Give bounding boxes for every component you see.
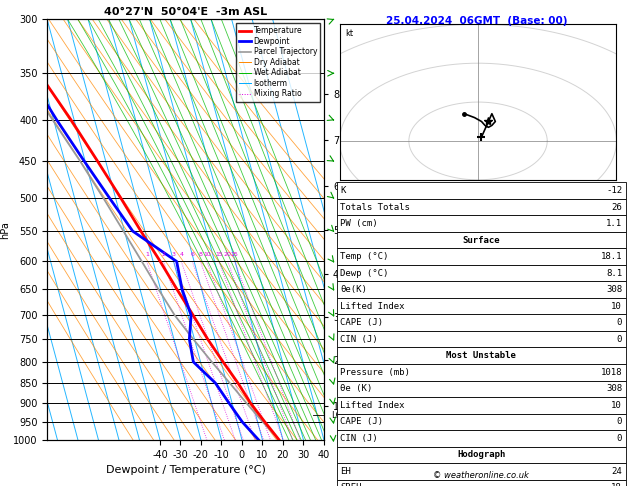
Text: CAPE (J): CAPE (J): [340, 417, 383, 426]
Text: 20: 20: [224, 252, 231, 257]
Text: 8.1: 8.1: [606, 269, 622, 278]
Text: PW (cm): PW (cm): [340, 219, 378, 228]
X-axis label: Dewpoint / Temperature (°C): Dewpoint / Temperature (°C): [106, 465, 265, 475]
Text: CAPE (J): CAPE (J): [340, 318, 383, 327]
Text: SREH: SREH: [340, 484, 362, 486]
Text: Lifted Index: Lifted Index: [340, 401, 405, 410]
Text: 0: 0: [616, 417, 622, 426]
Text: 10: 10: [611, 302, 622, 311]
Text: 0: 0: [616, 434, 622, 443]
Text: 10: 10: [611, 401, 622, 410]
Text: Pressure (mb): Pressure (mb): [340, 368, 410, 377]
Text: θe (K): θe (K): [340, 384, 372, 393]
Text: 2: 2: [162, 252, 165, 257]
Text: 18: 18: [611, 484, 622, 486]
Text: -12: -12: [606, 186, 622, 195]
Text: 18.1: 18.1: [601, 252, 622, 261]
Text: 26: 26: [611, 203, 622, 211]
Text: CIN (J): CIN (J): [340, 335, 378, 344]
Y-axis label: hPa: hPa: [0, 221, 10, 239]
Text: 3: 3: [172, 252, 175, 257]
Text: Totals Totals: Totals Totals: [340, 203, 410, 211]
Text: © weatheronline.co.uk: © weatheronline.co.uk: [433, 471, 529, 480]
Text: kt: kt: [345, 29, 353, 38]
Text: 1018: 1018: [601, 368, 622, 377]
Text: Hodograph: Hodograph: [457, 451, 505, 459]
Text: CIN (J): CIN (J): [340, 434, 378, 443]
Text: Most Unstable: Most Unstable: [446, 351, 516, 360]
Text: 15: 15: [215, 252, 223, 257]
Text: 25: 25: [231, 252, 239, 257]
Text: Surface: Surface: [462, 236, 500, 244]
Text: Temp (°C): Temp (°C): [340, 252, 389, 261]
Title: 40°27'N  50°04'E  -3m ASL: 40°27'N 50°04'E -3m ASL: [104, 7, 267, 17]
Legend: Temperature, Dewpoint, Parcel Trajectory, Dry Adiabat, Wet Adiabat, Isotherm, Mi: Temperature, Dewpoint, Parcel Trajectory…: [236, 23, 320, 102]
Text: 8: 8: [199, 252, 203, 257]
Y-axis label: km
ASL: km ASL: [350, 219, 368, 241]
Text: 308: 308: [606, 285, 622, 294]
Text: 308: 308: [606, 384, 622, 393]
Text: 10: 10: [203, 252, 211, 257]
Text: LCL: LCL: [331, 411, 346, 420]
Text: 4: 4: [179, 252, 183, 257]
Text: Lifted Index: Lifted Index: [340, 302, 405, 311]
Text: 25.04.2024  06GMT  (Base: 00): 25.04.2024 06GMT (Base: 00): [386, 16, 567, 26]
Text: Dewp (°C): Dewp (°C): [340, 269, 389, 278]
Text: 24: 24: [611, 467, 622, 476]
Text: EH: EH: [340, 467, 351, 476]
Text: K: K: [340, 186, 346, 195]
Text: θe(K): θe(K): [340, 285, 367, 294]
Text: 0: 0: [616, 318, 622, 327]
Text: 1.1: 1.1: [606, 219, 622, 228]
Text: 6: 6: [191, 252, 194, 257]
Text: 0: 0: [616, 335, 622, 344]
Text: 1: 1: [145, 252, 149, 257]
